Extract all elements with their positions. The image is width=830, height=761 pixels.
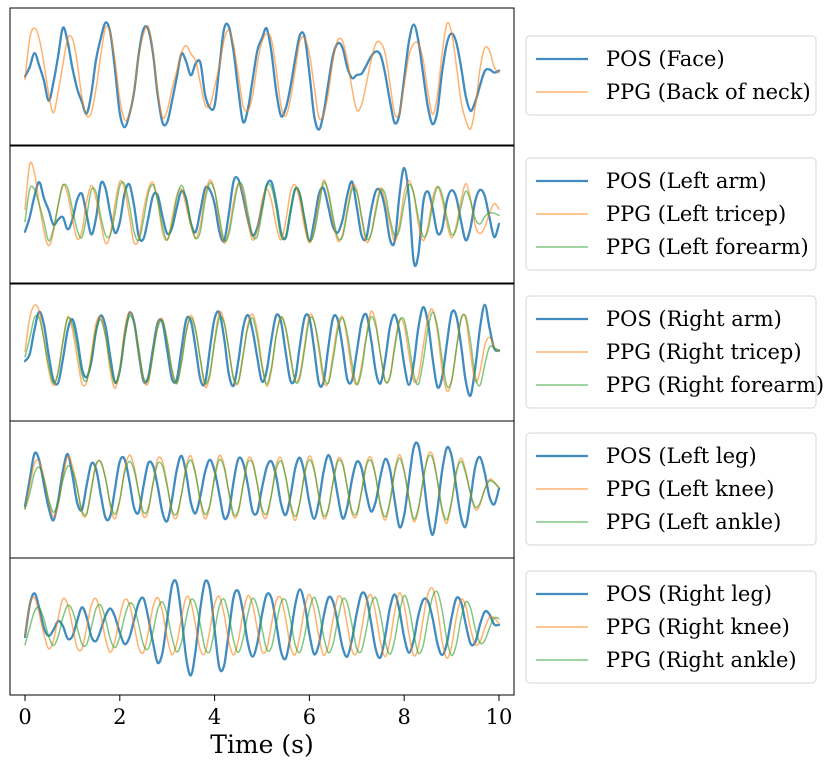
legend-label-4-2: PPG (Left knee) (606, 477, 774, 501)
series-line-5-1 (23, 579, 501, 677)
legend-label-3-1: POS (Right arm) (606, 307, 782, 331)
legend-label-4-3: PPG (Left ankle) (606, 510, 781, 534)
legend-label-2-2: PPG (Left tricep) (606, 202, 786, 226)
legend-2: POS (Left arm) PPG (Left tricep) PPG (Left… (525, 157, 817, 271)
panels-layer (9, 7, 515, 696)
panel-1 (9, 7, 515, 146)
series-line-2-3 (24, 181, 500, 242)
series-line-2-1 (23, 166, 501, 268)
panel-5 (9, 557, 515, 696)
panel-frame-2 (9, 145, 515, 284)
panel-2 (9, 145, 515, 284)
panel-frame-1 (9, 7, 515, 146)
legend-5: POS (Right leg) PPG (Right knee) PPG (Righ… (525, 570, 817, 684)
legend-box-5 (525, 570, 817, 684)
legend-label-2-1: POS (Left arm) (606, 169, 767, 193)
series-line-4-3 (24, 454, 500, 521)
legend-1: POS (Face) PPG (Back of neck) (525, 35, 817, 116)
legend-label-5-2: PPG (Right knee) (606, 615, 790, 639)
series-line-3-1 (23, 303, 501, 398)
legend-box-2 (525, 157, 817, 271)
legend-label-5-3: PPG (Right ankle) (606, 648, 797, 672)
x-axis: 0 2 4 6 8 10 Time (s) (18, 695, 512, 759)
legend-label-4-1: POS (Left leg) (606, 444, 757, 468)
series-line-4-1 (23, 441, 501, 536)
legend-label-2-3: PPG (Left forearm) (606, 235, 809, 259)
legend-4: POS (Left leg) PPG (Left knee) PPG (Left a… (525, 432, 817, 546)
x-tick-label-6: 6 (303, 705, 316, 729)
x-tick-label-2: 2 (113, 705, 126, 729)
legend-label-3-2: PPG (Right tricep) (606, 340, 802, 364)
legend-box-4 (525, 432, 817, 546)
x-tick-label-10: 10 (486, 705, 513, 729)
x-tick-label-8: 8 (398, 705, 411, 729)
series-line-2-2 (24, 161, 500, 247)
legend-3: POS (Right arm) PPG (Right tricep) PPG (Ri… (525, 295, 824, 409)
legend-label-1-1: POS (Face) (606, 47, 725, 71)
legend-box-1 (525, 35, 817, 116)
x-tick-label-4: 4 (208, 705, 221, 729)
series-line-3-3 (24, 311, 500, 389)
series-line-5-3 (24, 590, 500, 657)
legend-label-5-1: POS (Right leg) (606, 582, 772, 606)
panel-frame-3 (9, 283, 515, 422)
panel-frame-5 (9, 557, 515, 696)
legend-label-1-2: PPG (Back of neck) (606, 80, 811, 104)
legend-label-3-3: PPG (Right forearm) (606, 373, 824, 397)
panel-4 (9, 420, 515, 559)
series-line-5-2 (24, 586, 500, 659)
series-line-1-2 (24, 21, 500, 131)
legend-box-3 (525, 295, 817, 409)
legends-layer: POS (Face) PPG (Back of neck) POS (Left ar… (525, 35, 824, 684)
x-axis-label: Time (s) (210, 730, 313, 759)
series-line-1-1 (23, 21, 501, 131)
x-tick-label-0: 0 (18, 705, 31, 729)
panel-3 (9, 283, 515, 422)
